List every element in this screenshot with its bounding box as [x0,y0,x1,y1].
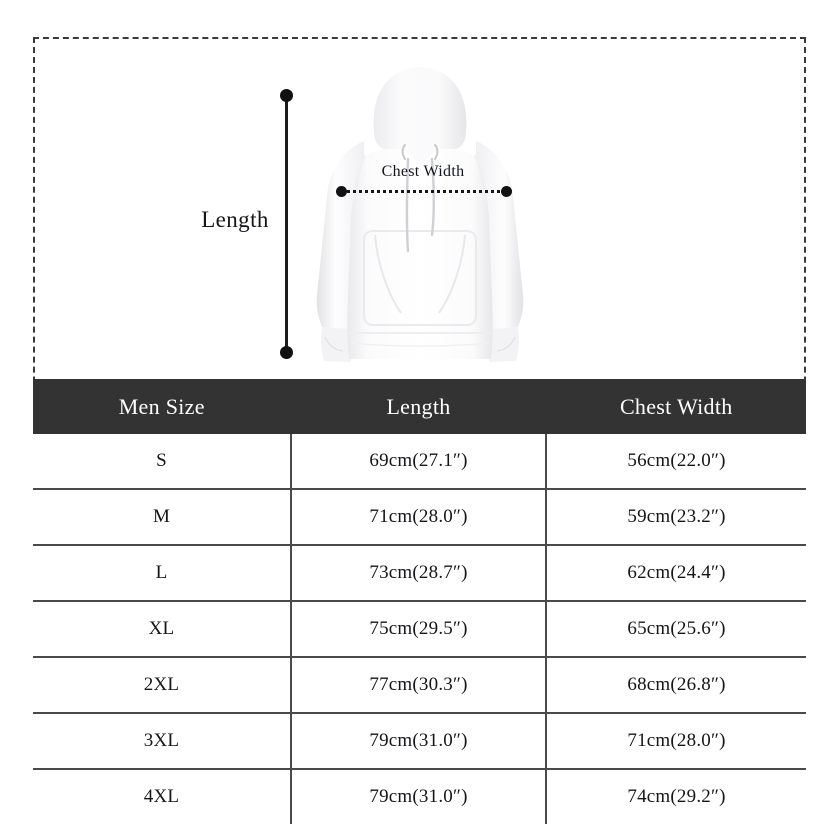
column-header-length: Length [291,379,547,434]
cell-chest: 56cm(22.0″) [546,434,806,489]
cell-size: L [33,544,292,601]
table-header-row: Men Size Length Chest Width [33,379,806,434]
table-row: L 73cm(28.7″) 62cm(24.4″) [33,544,806,601]
cell-size: 3XL [33,712,292,769]
cell-length: 75cm(29.5″) [291,600,547,657]
cell-chest: 62cm(24.4″) [546,544,806,601]
column-header-size: Men Size [33,379,292,434]
table-row: 4XL 79cm(31.0″) 74cm(29.2″) [33,768,806,824]
cell-chest: 71cm(28.0″) [546,712,806,769]
cell-length: 79cm(31.0″) [291,768,547,824]
cell-length: 79cm(31.0″) [291,712,547,769]
length-measure-label: Length [201,207,269,232]
table-row: 3XL 79cm(31.0″) 71cm(28.0″) [33,712,806,769]
cell-size: 2XL [33,656,292,713]
chest-measure-line [340,190,506,193]
chest-measure-dot-right [501,186,512,197]
length-measure-line [285,95,288,353]
cell-size: S [33,434,292,489]
cell-size: 4XL [33,768,292,824]
column-header-chest: Chest Width [546,379,806,434]
cell-chest: 59cm(23.2″) [546,488,806,545]
cell-size: M [33,488,292,545]
hoodie-icon [301,45,539,375]
size-table: Men Size Length Chest Width S 69cm(27.1″… [33,379,806,824]
cell-length: 77cm(30.3″) [291,656,547,713]
length-measure-dot-top [280,89,293,102]
table-body: S 69cm(27.1″) 56cm(22.0″) M 71cm(28.0″) … [33,434,806,824]
table-row: M 71cm(28.0″) 59cm(23.2″) [33,488,806,545]
cell-chest: 65cm(25.6″) [546,600,806,657]
garment-illustration: Length Chest Width [33,37,806,379]
length-measure-dot-bottom [280,346,293,359]
cell-size: XL [33,600,292,657]
cell-length: 73cm(28.7″) [291,544,547,601]
cell-length: 69cm(27.1″) [291,434,547,489]
table-row: XL 75cm(29.5″) 65cm(25.6″) [33,600,806,657]
chest-measure-label: Chest Width [381,163,465,180]
table-row: 2XL 77cm(30.3″) 68cm(26.8″) [33,656,806,713]
cell-chest: 74cm(29.2″) [546,768,806,824]
cell-chest: 68cm(26.8″) [546,656,806,713]
chest-measure-dot-left [336,186,347,197]
table-row: S 69cm(27.1″) 56cm(22.0″) [33,434,806,489]
cell-length: 71cm(28.0″) [291,488,547,545]
